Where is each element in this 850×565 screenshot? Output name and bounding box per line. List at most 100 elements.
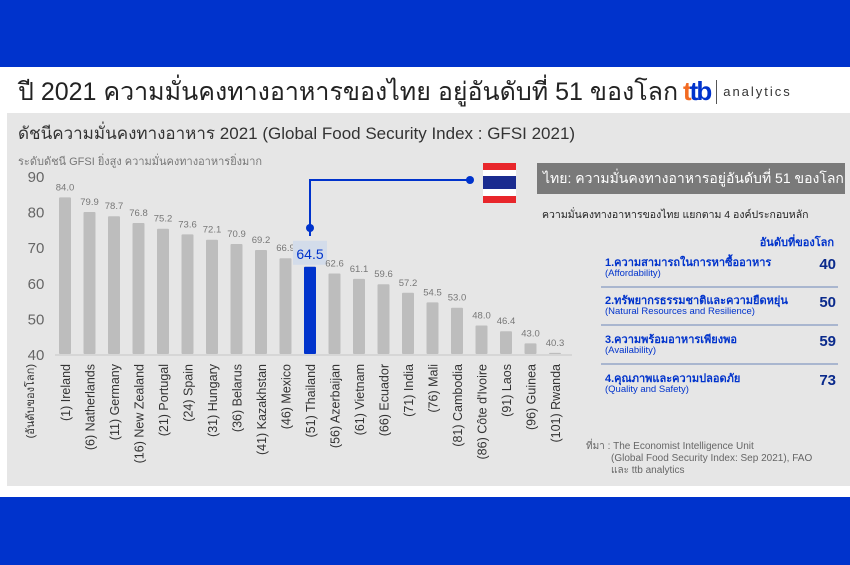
value-label: 46.4 [497,316,516,327]
value-label: 40.3 [546,338,565,349]
bar [451,307,463,354]
x-tick-label: (36) Belarus [231,364,245,432]
component-name: 3.ความพร้อมอาหารเพียงพอ [605,334,737,346]
y-tick-label: 60 [28,276,45,293]
x-tick-label: (21) Portugal [157,364,171,436]
x-tick-label: (41) Kazakhstan [255,364,269,455]
y-axis-label: ระดับดัชนี GFSI ยิ่งสูง ความมั่นคงทางอาห… [18,156,263,168]
x-tick-label: (1) Ireland [59,364,73,421]
x-tick-label: (6) Natherlands [84,364,98,450]
x-tick-label: (24) Spain [182,364,196,422]
value-label: 61.1 [350,264,369,275]
component-name-en: (Natural Resources and Resilience) [605,306,755,317]
x-tick-label: (11) Germany [108,363,122,440]
component-rank: 40 [819,256,836,273]
connector-dot [466,176,474,184]
page-title: ปี 2021 ความมั่นคงทางอาหารของไทย อยู่อัน… [18,78,679,106]
component-name-en: (Quality and Safety) [605,384,689,395]
component-rank: 50 [819,294,836,311]
x-tick-label: (101) Rwanda [549,364,563,443]
bar [475,325,488,354]
bar [59,197,71,354]
bar-thailand [304,266,316,354]
x-tick-label: (46) Mexico [280,364,294,429]
source-line: และ ttb analytics [611,465,685,476]
value-label: 53.0 [448,293,467,304]
component-name-en: (Availability) [605,345,657,356]
value-label: 62.6 [325,259,344,270]
value-label: 73.6 [178,219,197,230]
connector-dot [306,224,314,232]
connector-line [309,179,470,236]
value-label: 76.8 [129,208,148,219]
value-label: 70.9 [227,229,246,240]
source-line: (Global Food Security Index: Sep 2021), … [611,453,813,464]
ttb-analytics-logo: ttb analytics [683,76,792,107]
y-tick-label: 90 [28,169,45,186]
bar [157,228,169,354]
bar [255,250,267,354]
component-name: 2.ทรัพยากรธรรมชาติและความยืดหยุ่น [605,295,788,307]
source-note: ที่มา : The Economist Intelligence Unit … [586,441,812,477]
value-label-bg [293,240,327,265]
bar [353,278,365,354]
bar [549,352,561,354]
bar [500,331,512,354]
component-rank: 73 [819,372,836,389]
x-tick-label: (86) Côte d'Ivoire [476,364,490,460]
component-row: 2.ทรัพยากรธรรมชาติและความยืดหยุ่น (Natura… [601,288,838,326]
value-label: 84.0 [56,182,75,193]
x-tick-label: (96) Guinea [525,364,539,430]
x-tick-label: (16) New Zealand [133,364,147,463]
component-rank: 59 [819,333,836,350]
bar [181,234,194,354]
bottom-banner [0,497,850,565]
value-label: 72.1 [203,225,222,236]
x-tick-label: (66) Ecuador [378,364,392,436]
component-row: 1.ความสามารถในการหาซื้ออาหาร (Affordabili… [601,250,838,288]
value-label: 64.5 [296,246,323,262]
y-tick-label: 80 [28,205,45,222]
bar [108,216,120,354]
x-tick-label: (56) Azerbaijan [329,364,343,448]
chart-title: ดัชนีความมั่นคงทางอาหาร 2021 (Global Foo… [18,124,576,143]
value-label: 69.2 [252,235,271,246]
component-name: 4.คุณภาพและความปลอดภัย [605,373,741,385]
component-row: 4.คุณภาพและความปลอดภัย (Quality and Safet… [601,366,838,404]
logo-word: analytics [723,84,792,99]
x-axis-label: (อันดับของโลก) [23,364,37,438]
bar [328,273,341,354]
bar [426,302,439,354]
x-tick-label: (91) Laos [500,364,514,417]
value-label: 54.5 [423,287,442,298]
x-tick-label: (51) Thailand [304,364,318,437]
rank-header: อันดับที่ของโลก [759,237,834,249]
y-tick-label: 50 [28,311,45,328]
bar [524,343,537,354]
bar [377,284,390,354]
logo-mark: ttb [683,76,712,106]
bar [402,292,414,354]
component-name: 1.ความสามารถในการหาซื้ออาหาร [605,257,772,269]
y-tick-label: 40 [28,347,45,364]
thailand-callout: ไทย: ความมั่นคงทางอาหารอยู่อันดับที่ 51 … [537,163,845,194]
value-label: 48.0 [472,311,491,322]
value-label: 66.9 [276,243,295,254]
value-label: 75.2 [154,214,173,225]
logo-divider [716,79,718,104]
bar [206,239,218,354]
x-tick-label: (81) Cambodia [451,364,465,447]
bar [83,211,96,354]
x-tick-label: (31) Hungary [206,363,220,437]
component-row: 3.ความพร้อมอาหารเพียงพอ (Availability) 59 [601,327,838,365]
bar [132,222,145,354]
x-tick-label: (71) India [402,364,416,417]
value-label: 79.9 [80,197,99,208]
thailand-flag-icon [483,163,516,203]
source-line: ที่มา : The Economist Intelligence Unit [586,441,754,452]
y-tick-label: 70 [28,240,45,257]
value-label: 57.2 [399,278,418,289]
top-banner [0,0,850,67]
breakdown-label: ความมั่นคงทางอาหารของไทย แยกตาม 4 องค์ปร… [542,209,809,221]
